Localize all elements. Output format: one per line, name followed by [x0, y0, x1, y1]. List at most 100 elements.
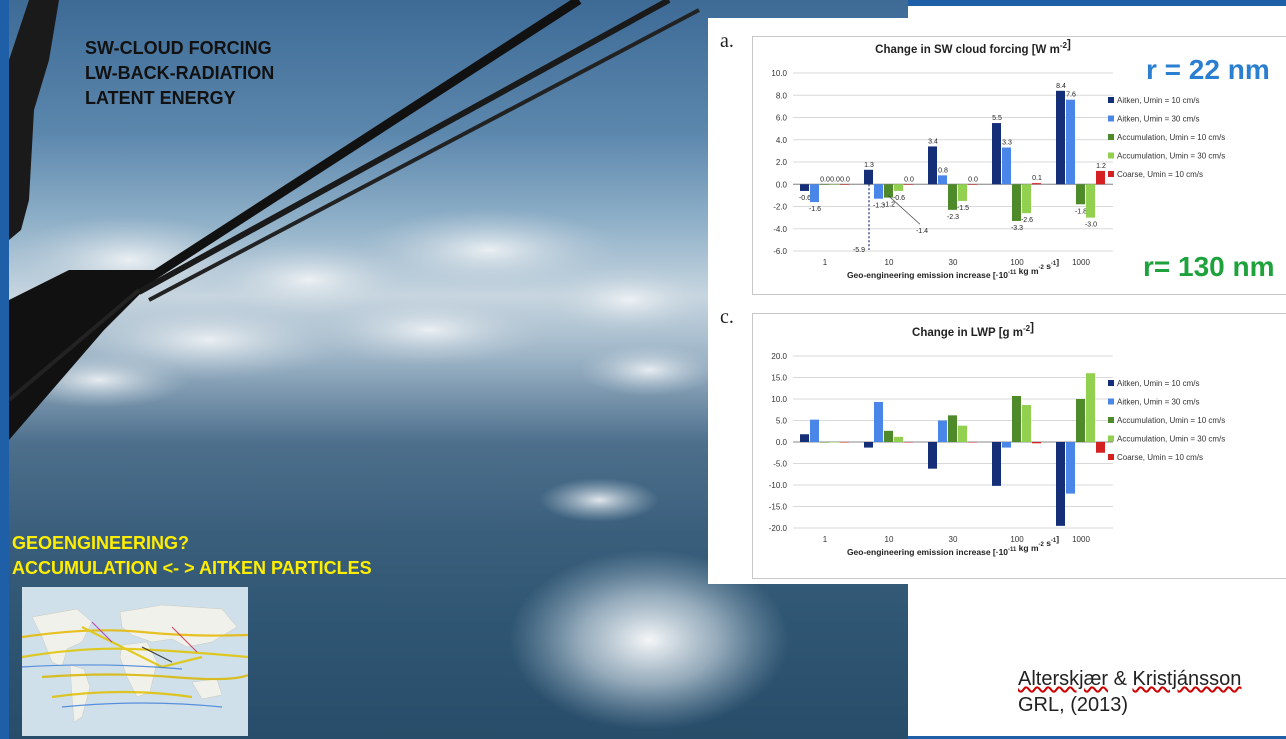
bar: [874, 402, 883, 442]
data-label: 0.0: [968, 176, 978, 183]
bar: [958, 184, 967, 201]
bar: [884, 430, 893, 442]
legend-label: Coarse, Umin = 10 cm/s: [1117, 453, 1203, 462]
bar: [904, 442, 913, 443]
data-label: -1.6: [809, 206, 821, 213]
bar: [992, 442, 1001, 486]
y-tick-label: 10.0: [771, 395, 787, 404]
legend-swatch: [1108, 115, 1114, 122]
y-tick-label: 2.0: [776, 158, 788, 167]
data-label: -1.2: [883, 202, 895, 209]
x-tick-label: 1: [823, 535, 828, 544]
legend-label: Aitken, Umin = 10 cm/s: [1117, 96, 1199, 105]
legend-label: Aitken, Umin = 30 cm/s: [1117, 115, 1199, 124]
callout-value-label: -1.4: [916, 228, 928, 235]
cloud-layer: [9, 208, 719, 522]
bar: [904, 184, 913, 185]
data-label: 1.2: [1096, 163, 1106, 170]
bar: [1002, 147, 1011, 185]
bar: [1012, 184, 1021, 221]
data-label: 0.0: [904, 176, 914, 183]
bar: [864, 169, 873, 185]
legend-swatch: [1108, 380, 1114, 386]
chart-title: Change in LWP [g m-2]: [912, 322, 1034, 339]
y-tick-label: 0.0: [776, 180, 788, 189]
particle-comparison: ACCUMULATION <- > AITKEN PARTICLES: [12, 558, 372, 578]
callout-line: [887, 195, 921, 225]
y-tick-label: -10.0: [769, 481, 788, 490]
x-tick-label: 1: [823, 258, 828, 267]
bar: [820, 442, 829, 443]
legend-label: Accumulation, Umin = 10 cm/s: [1117, 133, 1225, 142]
x-tick-label: 10: [885, 258, 894, 267]
data-label: -0.6: [893, 195, 905, 202]
physics-terms-list: SW-CLOUD FORCING LW-BACK-RADIATION LATEN…: [85, 36, 274, 111]
geoengineering-question: GEOENGINEERING?: [12, 533, 190, 553]
panel-c-letter: c.: [720, 306, 734, 328]
bar: [1002, 442, 1011, 448]
data-label: 0.8: [938, 167, 948, 174]
bar: [1086, 184, 1095, 218]
bar: [800, 184, 809, 191]
sw-forcing-chart: Change in SW cloud forcing [W m-2]10.08.…: [771, 39, 1225, 280]
lwp-chart-box: Change in LWP [g m-2] 20.0 15.0 10.0 5.0 0.0 -…: [752, 313, 1286, 579]
y-tick-label: 8.0: [776, 91, 788, 100]
legend-swatch: [1108, 171, 1114, 177]
x-tick-label: 1000: [1072, 258, 1090, 267]
data-label: -2.6: [1021, 217, 1033, 224]
bar: [1056, 90, 1065, 185]
bar: [810, 419, 819, 442]
x-tick-label: 30: [949, 535, 958, 544]
data-label: 3.4: [928, 138, 938, 145]
legend-swatch: [1108, 454, 1114, 460]
legend-label: Coarse, Umin = 10 cm/s: [1117, 170, 1203, 179]
y-tick-label: 20.0: [771, 352, 787, 361]
data-label: 1.3: [864, 162, 874, 169]
bar: [830, 442, 839, 443]
y-tick-label: -4.0: [773, 225, 787, 234]
data-label: 3.3: [1002, 140, 1012, 147]
bar: [1022, 405, 1031, 442]
bar: [894, 184, 903, 191]
term-latent-energy: LATENT ENERGY: [85, 88, 236, 108]
x-tick-label: 10: [885, 535, 894, 544]
bar: [1032, 442, 1041, 444]
legend-label: Aitken, Umin = 30 cm/s: [1117, 398, 1199, 407]
legend-swatch: [1108, 435, 1114, 442]
y-tick-label: -2.0: [773, 203, 787, 212]
term-lw-back-radiation: LW-BACK-RADIATION: [85, 63, 275, 83]
bar: [1032, 183, 1041, 185]
legend-swatch: [1108, 152, 1114, 159]
citation-author-2: Kristjánsson: [1132, 668, 1242, 690]
data-label: -1.5: [957, 205, 969, 212]
sun-glare: [509, 550, 789, 730]
data-label: 0.0: [840, 176, 850, 183]
bar: [938, 175, 947, 185]
bar: [968, 184, 977, 185]
bar: [1076, 184, 1085, 205]
bar: [968, 442, 977, 443]
citation-author-1: Alterskjær: [1018, 668, 1109, 690]
bar: [1066, 442, 1075, 494]
r-large-label: r= 130 nm: [1143, 251, 1275, 282]
bar: [884, 184, 893, 198]
bar: [894, 436, 903, 442]
term-sw-cloud-forcing: SW-CLOUD FORCING: [85, 38, 272, 58]
bar: [992, 123, 1001, 185]
bar: [1076, 399, 1085, 442]
bar: [928, 442, 937, 469]
panel-a-letter: a.: [720, 30, 734, 52]
sw-forcing-chart-box: Change in SW cloud forcing [W m-2] 10.0 8.…: [752, 36, 1286, 295]
legend-label: Accumulation, Umin = 30 cm/s: [1117, 435, 1225, 444]
bar: [810, 184, 819, 203]
y-tick-label: -5.0: [773, 460, 787, 469]
bar: [864, 442, 873, 448]
data-label: 5.5: [992, 115, 1002, 122]
bar: [1086, 373, 1095, 442]
data-label: 0.1: [1032, 175, 1042, 182]
data-label: 0.0: [820, 176, 830, 183]
y-tick-label: 4.0: [776, 136, 788, 145]
data-label: 7.6: [1066, 92, 1076, 99]
bar: [958, 425, 967, 442]
dashed-value-label: -5.9: [853, 247, 865, 254]
